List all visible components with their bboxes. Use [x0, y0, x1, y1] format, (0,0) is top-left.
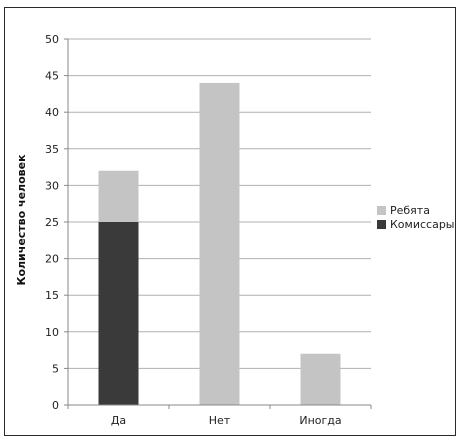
y-tick-label: 20 [45, 253, 59, 266]
bar-Комиссары-Да [98, 222, 139, 405]
legend-label: Ребята [390, 204, 430, 217]
chart-frame: 0 5 10 15 20 25 30 35 40 45 50 Да Нет Иногда Количес… [4, 7, 456, 436]
y-tick-label: 50 [45, 33, 59, 46]
y-tick-label: 10 [45, 326, 59, 339]
y-tick-labels: 0 5 10 15 20 25 30 35 40 45 50 [45, 33, 59, 412]
bar-Ребята-Нет [199, 82, 240, 406]
y-tick-label: 35 [45, 143, 59, 156]
y-tick-label: 25 [45, 216, 59, 229]
y-tick-label: 45 [45, 70, 59, 83]
x-tick-label: Иногда [299, 414, 341, 427]
y-tick-label: 40 [45, 106, 59, 119]
bar-Ребята-Да [98, 170, 139, 222]
y-tick-label: 30 [45, 179, 59, 192]
bars [98, 82, 341, 406]
legend-swatch [377, 206, 386, 215]
legend-swatch [377, 220, 386, 229]
x-tick-label: Да [111, 414, 126, 427]
chart-svg: 0 5 10 15 20 25 30 35 40 45 50 Да Нет Иногда Количес… [15, 33, 455, 427]
axes [67, 39, 371, 406]
legend-label: Комиссары [390, 218, 455, 231]
bar-Ребята-Иногда [300, 353, 341, 405]
y-tick-label: 5 [52, 362, 59, 375]
y-axis-title: Количество человек [15, 154, 28, 286]
y-tick-label: 15 [45, 289, 59, 302]
y-tick-label: 0 [52, 399, 59, 412]
x-tick-label: Нет [209, 414, 231, 427]
x-tick-labels: Да Нет Иногда [67, 405, 372, 427]
